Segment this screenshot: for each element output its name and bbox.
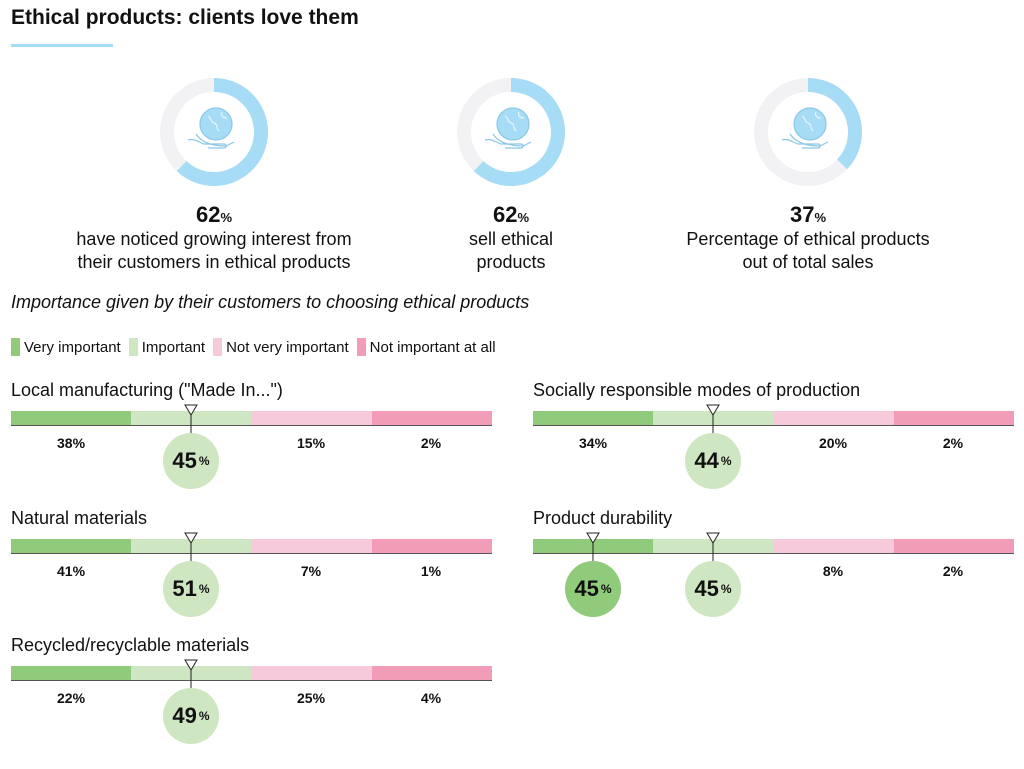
- legend-swatch: [356, 338, 366, 356]
- legend: Very important Important Not very importan…: [11, 338, 496, 356]
- legend-swatch: [11, 338, 20, 356]
- marker-triangle-icon: [706, 532, 720, 562]
- item-name: Natural materials: [11, 508, 148, 528]
- marker-triangle-icon: [184, 532, 198, 562]
- stacked-bar: [533, 539, 1014, 554]
- marker-triangle-icon: [586, 532, 600, 562]
- stat-description: have noticed growing interest from their …: [76, 229, 352, 272]
- item-name: Local manufacturing ("Made In..."): [11, 380, 283, 400]
- highlight-bubble: 44%: [685, 433, 741, 489]
- stacked-bar: [533, 411, 1014, 426]
- legend-item: Not very important: [213, 338, 349, 356]
- value-label: 8%: [822, 563, 844, 579]
- highlight-bubble: 51%: [163, 561, 219, 617]
- globe-hand-icon: [781, 107, 829, 149]
- highlight-bubble: 45%: [565, 561, 621, 617]
- bar-segment: [773, 539, 894, 553]
- value-label: 7%: [300, 563, 322, 579]
- value-label: 1%: [420, 563, 442, 579]
- bar-segment: [893, 411, 1014, 425]
- stat-description: sell ethical products: [468, 229, 554, 272]
- globe-hand-icon: [187, 107, 235, 149]
- donut-fill: [457, 78, 565, 186]
- chart-subtitle: Importance given by their customers to c…: [11, 292, 530, 312]
- importance-item: Product durability 45% 45% 8% 2%: [533, 508, 1014, 642]
- legend-item: Very important: [11, 338, 121, 356]
- importance-item: Local manufacturing ("Made In...") 38% 45%…: [11, 380, 492, 514]
- donut-fill: [754, 78, 862, 186]
- importance-item: Recycled/recyclable materials 22% 49% 25% 4%: [11, 635, 492, 769]
- importance-item: Natural materials 41% 51% 7% 1%: [11, 508, 492, 642]
- bar-segment: [371, 539, 492, 553]
- highlight-bubble: 45%: [163, 433, 219, 489]
- bar-segment: [533, 411, 654, 425]
- bar-segment: [11, 411, 132, 425]
- value-label: 15%: [296, 435, 326, 451]
- stat-block: 62% sell ethical products: [351, 70, 671, 274]
- highlight-bubble: 45%: [685, 561, 741, 617]
- value-label: 38%: [56, 435, 86, 451]
- bar-segment: [371, 666, 492, 680]
- value-label: 20%: [818, 435, 848, 451]
- marker-triangle-icon: [706, 404, 720, 434]
- value-label: 41%: [56, 563, 86, 579]
- bar-segment: [251, 539, 372, 553]
- value-label: 4%: [420, 690, 442, 706]
- donut-chart: [754, 78, 862, 186]
- legend-item: Not important at all: [356, 338, 496, 356]
- item-name: Product durability: [533, 508, 673, 528]
- legend-swatch: [128, 338, 138, 356]
- stat-block: 37% Percentage of ethical products out of…: [648, 70, 968, 274]
- globe-hand-icon: [484, 107, 532, 149]
- stat-value: 37%: [789, 202, 827, 227]
- bar-segment: [773, 411, 894, 425]
- item-name: Socially responsible modes of production: [533, 380, 861, 400]
- bar-segment: [11, 666, 132, 680]
- marker-triangle-icon: [184, 659, 198, 689]
- value-label: 2%: [942, 563, 964, 579]
- marker-triangle-icon: [184, 404, 198, 434]
- stat-block: 62% have noticed growing interest from th…: [54, 70, 374, 274]
- stacked-bar: [11, 539, 492, 554]
- bar-segment: [11, 539, 132, 553]
- value-label: 2%: [420, 435, 442, 451]
- legend-swatch: [213, 338, 223, 356]
- value-label: 22%: [56, 690, 86, 706]
- stacked-bar: [11, 666, 492, 681]
- donut-chart: [457, 78, 565, 186]
- item-name: Recycled/recyclable materials: [11, 635, 250, 655]
- importance-item: Socially responsible modes of production…: [533, 380, 1014, 514]
- donut-chart: [160, 78, 268, 186]
- bar-segment: [371, 411, 492, 425]
- bar-segment: [893, 539, 1014, 553]
- stat-description: Percentage of ethical products out of tot…: [686, 229, 930, 272]
- value-label: 25%: [296, 690, 326, 706]
- title-underline: [11, 44, 113, 47]
- value-label: 2%: [942, 435, 964, 451]
- stacked-bar: [11, 411, 492, 426]
- donut-fill: [160, 78, 268, 186]
- stat-value: 62%: [492, 202, 530, 227]
- highlight-bubble: 49%: [163, 688, 219, 744]
- legend-item: Important: [128, 338, 205, 356]
- stat-value: 62%: [195, 202, 233, 227]
- bar-segment: [251, 411, 372, 425]
- page-title: Ethical products: clients love them: [11, 6, 359, 29]
- bar-segment: [251, 666, 372, 680]
- value-label: 34%: [578, 435, 608, 451]
